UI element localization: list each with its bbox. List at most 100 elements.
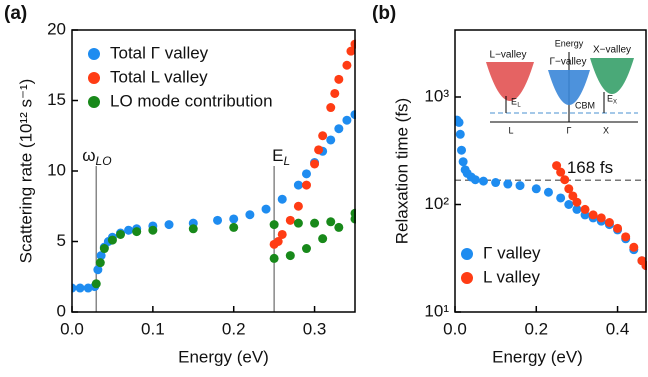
data-point	[301, 169, 311, 179]
data-point	[164, 220, 174, 230]
inset-label: X−valley	[593, 45, 631, 56]
annotation-label: EL	[272, 146, 290, 168]
data-point	[277, 229, 287, 239]
data-point	[458, 157, 468, 167]
y-tick-label: 10²	[424, 194, 449, 213]
data-point	[72, 283, 77, 293]
data-point	[95, 258, 105, 268]
data-point	[564, 199, 574, 209]
data-point	[531, 184, 541, 194]
x-tick-label: 0.0	[443, 319, 467, 338]
inset-label: L−valley	[490, 50, 527, 61]
data-point	[99, 244, 109, 254]
legend-marker	[461, 272, 473, 284]
inset-label: L	[517, 103, 521, 109]
axes-frame	[454, 29, 647, 313]
data-point	[96, 251, 106, 261]
data-point	[91, 279, 101, 289]
data-point	[285, 215, 295, 225]
data-point	[342, 60, 352, 70]
data-point	[334, 74, 344, 84]
data-point	[326, 103, 336, 113]
inset-label: E	[607, 93, 613, 103]
data-point	[285, 251, 295, 261]
data-point	[552, 161, 562, 171]
data-point	[314, 145, 324, 155]
y-tick-label: 10³	[424, 86, 449, 105]
inset-label: Energy	[555, 38, 584, 48]
data-point	[580, 204, 590, 214]
inset-label: Γ−valley	[550, 57, 587, 68]
data-point	[326, 217, 336, 227]
data-point	[273, 237, 283, 246]
inset-label: X	[613, 100, 617, 106]
y-axis-label: Relaxation time (fs)	[392, 98, 411, 244]
legend-marker	[88, 96, 100, 108]
y-tick-label: 15	[47, 90, 66, 109]
data-point	[503, 179, 513, 189]
data-point	[301, 180, 311, 190]
data-point	[318, 234, 328, 244]
inset-label: E	[511, 96, 517, 106]
data-point	[107, 235, 117, 245]
annotation-subscript: L	[283, 154, 290, 168]
annotation-subscript: LO	[96, 154, 112, 168]
data-point	[148, 225, 158, 235]
data-point	[261, 204, 271, 214]
data-point	[346, 46, 356, 56]
data-point	[334, 124, 344, 134]
legend-marker	[88, 72, 100, 84]
data-point	[457, 145, 467, 155]
data-point	[491, 178, 501, 188]
legend-label: Γ valley	[483, 243, 541, 262]
data-point	[93, 265, 103, 275]
data-point	[596, 213, 606, 223]
data-point	[564, 184, 574, 194]
data-point	[515, 181, 525, 191]
data-point	[621, 232, 631, 242]
data-point	[556, 167, 566, 177]
data-point	[124, 225, 134, 235]
axes-frame	[71, 29, 356, 313]
data-point	[588, 210, 598, 220]
legend-marker	[461, 248, 473, 260]
plot-area	[72, 39, 356, 312]
y-tick-label: 5	[57, 231, 66, 250]
data-point	[75, 283, 85, 293]
data-point	[572, 204, 582, 214]
data-point	[470, 175, 480, 185]
inset-label: X	[603, 125, 609, 135]
data-point	[293, 218, 303, 228]
y-axis-label: Scattering rate (10¹² s⁻¹)	[16, 79, 35, 264]
x-valley	[590, 58, 634, 94]
annotation-label: ωLO	[82, 146, 111, 168]
annotation-text: ω	[82, 146, 95, 165]
y-tick-label: 10¹	[424, 301, 449, 320]
data-point	[613, 223, 623, 233]
legend-label: Total Γ valley	[110, 43, 209, 62]
legend-label: L valley	[483, 267, 541, 286]
x-tick-label: 0.0	[60, 319, 84, 338]
inset-label: CBM	[575, 100, 595, 110]
inset-label: Γ	[567, 125, 572, 135]
data-point	[213, 215, 223, 225]
x-tick-label: 0.4	[606, 319, 630, 338]
data-point	[310, 159, 320, 169]
inset-label: L	[508, 125, 513, 135]
data-point	[334, 222, 344, 232]
x-tick-label: 0.2	[524, 319, 548, 338]
legend-label: LO mode contribution	[110, 91, 273, 110]
data-point	[342, 115, 352, 125]
x-tick-label: 0.1	[141, 319, 165, 338]
data-point	[629, 242, 639, 252]
data-point	[478, 176, 488, 186]
data-point	[269, 220, 279, 230]
gamma-valley	[548, 70, 590, 105]
data-point	[277, 194, 287, 204]
x-axis-label: Energy (eV)	[492, 347, 583, 366]
data-point	[560, 175, 570, 185]
data-point	[269, 253, 279, 263]
data-point	[188, 224, 198, 234]
